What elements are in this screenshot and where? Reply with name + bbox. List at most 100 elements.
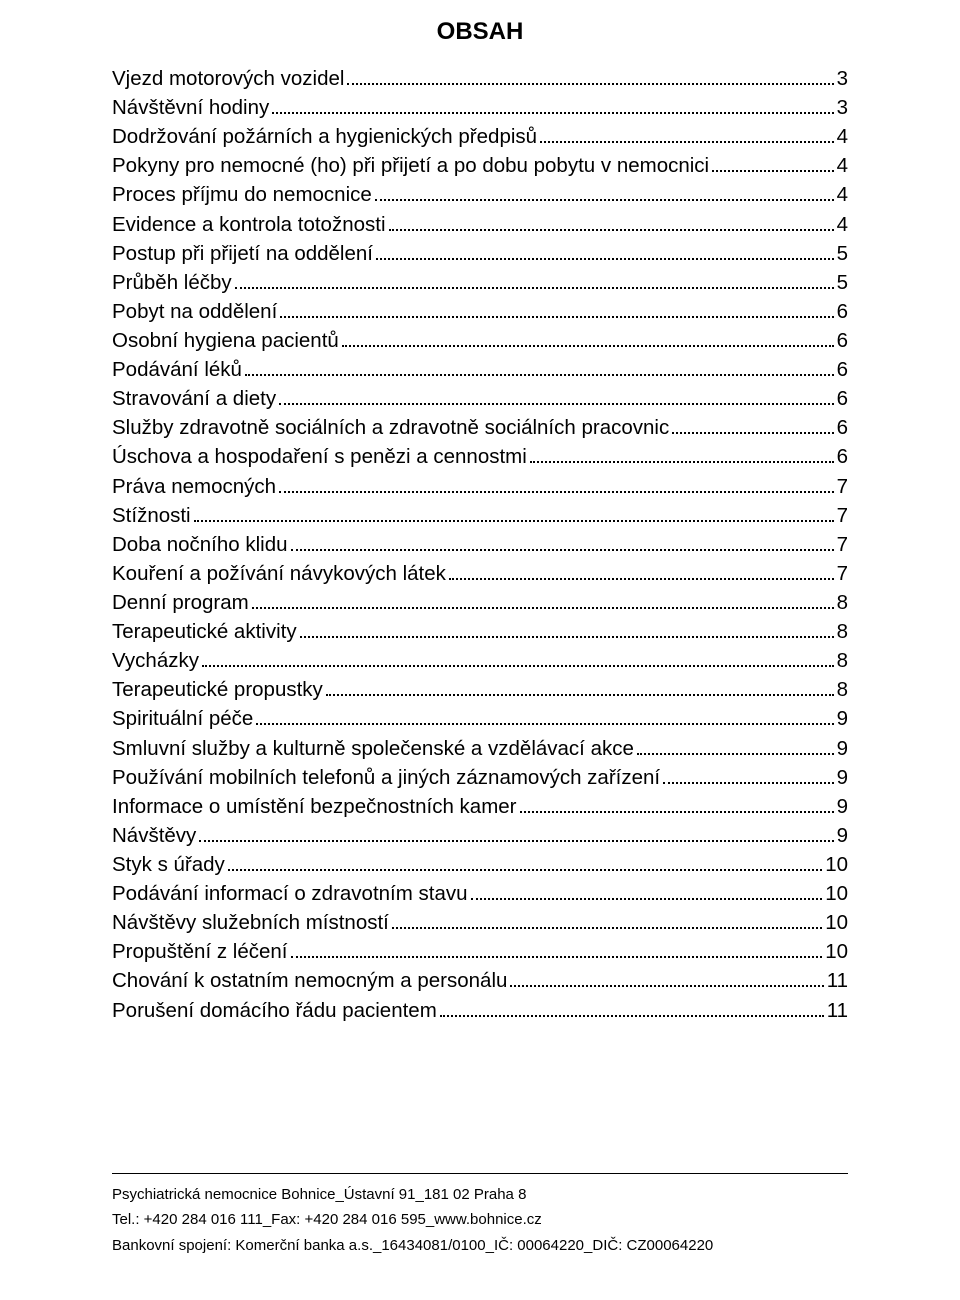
toc-leader-dots — [291, 533, 834, 550]
toc-page-number: 9 — [837, 734, 848, 763]
toc-leader-dots — [712, 155, 833, 172]
toc-label: Denní program — [112, 588, 249, 617]
toc-page-number: 5 — [837, 239, 848, 268]
toc-leader-dots — [376, 242, 834, 259]
toc-page-number: 9 — [837, 792, 848, 821]
toc-label: Terapeutické propustky — [112, 675, 323, 704]
toc-row: Propuštění z léčení10 — [112, 937, 848, 966]
toc-page-number: 4 — [837, 151, 848, 180]
toc-label: Postup při přijetí na oddělení — [112, 239, 373, 268]
toc-row: Vjezd motorových vozidel3 — [112, 64, 848, 93]
toc-leader-dots — [637, 737, 834, 754]
toc-page-number: 11 — [827, 996, 848, 1025]
toc-label: Informace o umístění bezpečnostních kame… — [112, 792, 517, 821]
toc-row: Stížnosti7 — [112, 501, 848, 530]
toc-leader-dots — [530, 446, 834, 463]
toc-row: Průběh léčby 5 — [112, 268, 848, 297]
toc-page-number: 7 — [837, 559, 848, 588]
toc-page-number: 4 — [837, 122, 848, 151]
toc-page-number: 10 — [825, 850, 848, 879]
toc-leader-dots — [510, 970, 823, 987]
toc-label: Služby zdravotně sociálních a zdravotně … — [112, 413, 669, 442]
toc-leader-dots — [256, 708, 833, 725]
toc-label: Terapeutické aktivity — [112, 617, 297, 646]
toc-row: Dodržování požárních a hygienických před… — [112, 122, 848, 151]
toc-leader-dots — [326, 679, 834, 696]
document-page: OBSAH Vjezd motorových vozidel3Návštěvní… — [0, 0, 960, 1025]
toc-label: Proces příjmu do nemocnice — [112, 180, 372, 209]
toc-row: Osobní hygiena pacientů 6 — [112, 326, 848, 355]
toc-row: Návštěvy9 — [112, 821, 848, 850]
toc-leader-dots — [199, 824, 833, 841]
toc-page-number: 6 — [837, 384, 848, 413]
toc-page-number: 9 — [837, 763, 848, 792]
toc-page-number: 3 — [837, 93, 848, 122]
toc-leader-dots — [449, 562, 834, 579]
toc-page-number: 6 — [837, 413, 848, 442]
page-title: OBSAH — [112, 18, 848, 46]
toc-row: Služby zdravotně sociálních a zdravotně … — [112, 413, 848, 442]
toc-leader-dots — [347, 68, 833, 85]
footer-rule — [112, 1173, 848, 1174]
toc-leader-dots — [235, 271, 834, 288]
toc-leader-dots — [279, 475, 834, 492]
toc-leader-dots — [375, 184, 834, 201]
toc-row: Proces příjmu do nemocnice 4 — [112, 180, 848, 209]
toc-label: Osobní hygiena pacientů — [112, 326, 339, 355]
toc-page-number: 7 — [837, 501, 848, 530]
toc-leader-dots — [245, 359, 834, 376]
toc-leader-dots — [389, 213, 834, 230]
toc-page-number: 6 — [837, 355, 848, 384]
toc-label: Průběh léčby — [112, 268, 232, 297]
toc-leader-dots — [540, 126, 834, 143]
footer-line-2: Tel.: +420 284 016 111_Fax: +420 284 016… — [112, 1207, 848, 1233]
toc-label: Styk s úřady — [112, 850, 225, 879]
toc-page-number: 5 — [837, 268, 848, 297]
toc-row: Informace o umístění bezpečnostních kame… — [112, 792, 848, 821]
toc-label: Stravování a diety — [112, 384, 276, 413]
toc-leader-dots — [471, 883, 823, 900]
toc-leader-dots — [520, 795, 834, 812]
toc-label: Spirituální péče — [112, 704, 253, 733]
toc-page-number: 8 — [837, 675, 848, 704]
toc-label: Vycházky — [112, 646, 199, 675]
toc-row: Spirituální péče 9 — [112, 704, 848, 733]
toc-label: Práva nemocných — [112, 472, 276, 501]
toc-page-number: 9 — [837, 704, 848, 733]
toc-page-number: 6 — [837, 297, 848, 326]
toc-leader-dots — [279, 388, 834, 405]
toc-page-number: 7 — [837, 530, 848, 559]
toc-leader-dots — [291, 941, 823, 958]
toc-label: Návštěvy služebních místností — [112, 908, 389, 937]
toc-page-number: 4 — [837, 210, 848, 239]
toc-leader-dots — [280, 300, 833, 317]
toc-label: Evidence a kontrola totožnosti — [112, 210, 386, 239]
toc-leader-dots — [252, 592, 834, 609]
toc-label: Doba nočního klidu — [112, 530, 288, 559]
footer-line-3: Bankovní spojení: Komerční banka a.s._16… — [112, 1233, 848, 1259]
toc-row: Denní program8 — [112, 588, 848, 617]
toc-row: Používání mobilních telefonů a jiných zá… — [112, 763, 848, 792]
toc-label: Návštěvy — [112, 821, 196, 850]
toc-leader-dots — [440, 999, 824, 1016]
toc-row: Návštěvy služebních místností 10 — [112, 908, 848, 937]
toc-page-number: 10 — [825, 908, 848, 937]
table-of-contents: Vjezd motorových vozidel3Návštěvní hodin… — [112, 64, 848, 1025]
toc-label: Smluvní služby a kulturně společenské a … — [112, 734, 634, 763]
toc-label: Podávání léků — [112, 355, 242, 384]
toc-row: Styk s úřady 10 — [112, 850, 848, 879]
toc-row: Podávání informací o zdravotním stavu10 — [112, 879, 848, 908]
toc-label: Úschova a hospodaření s penězi a cennost… — [112, 442, 527, 471]
toc-row: Doba nočního klidu 7 — [112, 530, 848, 559]
toc-leader-dots — [194, 504, 834, 521]
toc-page-number: 6 — [837, 442, 848, 471]
toc-row: Chování k ostatním nemocným a personálu1… — [112, 966, 848, 995]
toc-page-number: 6 — [837, 326, 848, 355]
toc-leader-dots — [663, 766, 833, 783]
page-footer: Psychiatrická nemocnice Bohnice_Ústavní … — [112, 1173, 848, 1259]
toc-page-number: 4 — [837, 180, 848, 209]
toc-page-number: 10 — [825, 879, 848, 908]
toc-label: Používání mobilních telefonů a jiných zá… — [112, 763, 660, 792]
toc-row: Evidence a kontrola totožnosti 4 — [112, 210, 848, 239]
toc-row: Práva nemocných7 — [112, 472, 848, 501]
